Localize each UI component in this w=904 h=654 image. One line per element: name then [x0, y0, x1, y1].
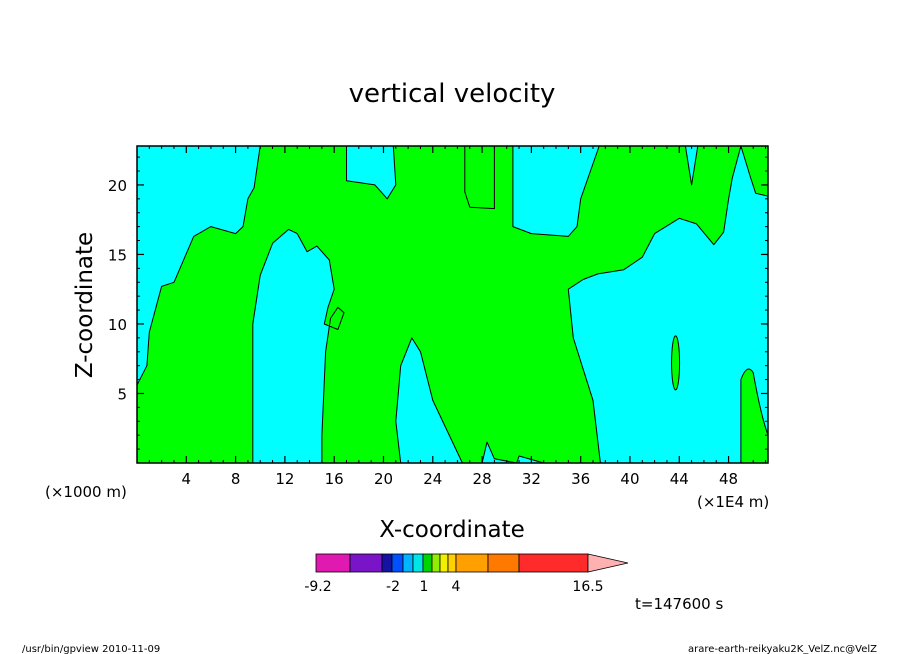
x-tick-label: 4 — [182, 470, 192, 488]
y-axis-ticks: 5 10 15 20 — [108, 156, 768, 450]
colorbar-end-arrow — [587, 553, 629, 573]
y-tick-label: 15 — [108, 246, 127, 264]
y-tick-label: 5 — [117, 385, 127, 403]
colorbar-labels: -9.2 -2 1 4 16.5 — [304, 579, 603, 595]
colorbar-segment — [431, 553, 441, 573]
x-tick-label: 36 — [571, 470, 590, 488]
positive-cell-x50 — [740, 368, 769, 464]
colorbar-segment — [412, 553, 424, 573]
x-axis-ticks: 4 8 12 16 20 24 28 32 36 40 44 48 — [148, 146, 767, 488]
x-tick-label: 28 — [473, 470, 492, 488]
colorbar-segment — [349, 553, 383, 573]
y-axis-label: Z-coordinate — [72, 232, 98, 378]
colorbar-segment — [402, 553, 414, 573]
plot-area — [136, 145, 769, 464]
colorbar-label: 4 — [452, 579, 461, 595]
y-tick-label: 20 — [108, 177, 127, 195]
colorbar-segment — [315, 553, 351, 573]
colorbar-segment — [422, 553, 433, 573]
x-unit-right: (×1E4 m) — [697, 493, 769, 511]
y-tick-label: 10 — [108, 316, 127, 334]
x-unit-left: (×1000 m) — [45, 483, 127, 501]
green-left-band — [136, 145, 769, 464]
colorbar-segment — [455, 553, 489, 573]
colorbar-label: -2 — [386, 579, 400, 595]
colorbar-segment — [487, 553, 520, 573]
x-tick-label: 16 — [325, 470, 344, 488]
positive-cell-x44 — [671, 335, 681, 391]
x-tick-label: 24 — [423, 470, 442, 488]
footer-left: /usr/bin/gpview 2010-11-09 — [22, 644, 160, 654]
colorbar-label: 1 — [420, 579, 429, 595]
x-axis-label: X-coordinate — [379, 517, 525, 543]
colorbar-segment — [439, 553, 449, 573]
x-tick-label: 32 — [522, 470, 541, 488]
x-tick-label: 44 — [670, 470, 689, 488]
time-label: t=147600 s — [635, 595, 723, 613]
colorbar-segment — [381, 553, 393, 573]
footer-right: arare-earth-reikyaku2K_VelZ.nc@VelZ — [688, 644, 877, 654]
colorbar-segment — [447, 553, 457, 573]
plot-frame — [136, 145, 769, 464]
colorbar-segment — [518, 553, 589, 573]
x-tick-label: 20 — [374, 470, 393, 488]
colorbar — [315, 553, 629, 573]
x-tick-label: 12 — [275, 470, 294, 488]
x-tick-label: 8 — [231, 470, 241, 488]
colorbar-segment — [391, 553, 404, 573]
colorbar-label: 16.5 — [572, 579, 603, 595]
colorbar-label: -9.2 — [304, 579, 331, 595]
chart-title: vertical velocity — [349, 79, 556, 109]
x-tick-label: 40 — [620, 470, 639, 488]
x-tick-label: 48 — [719, 470, 738, 488]
